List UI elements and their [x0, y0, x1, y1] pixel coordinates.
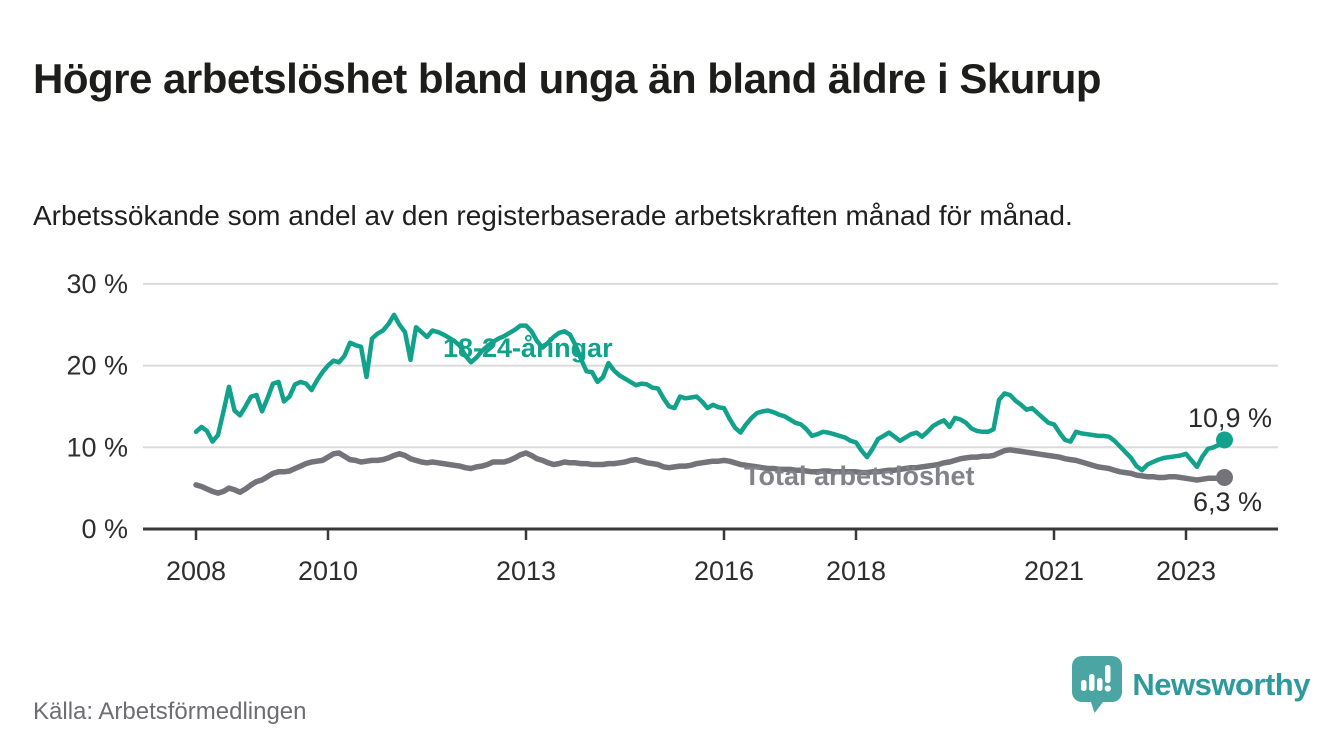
source-credit: Källa: Arbetsförmedlingen	[33, 698, 307, 725]
y-tick-label-10: 10 %	[66, 432, 128, 462]
page-title: Högre arbetslöshet bland unga än bland ä…	[33, 55, 1102, 103]
y-tick-label-30: 30 %	[66, 269, 128, 299]
newsworthy-logo-icon	[1072, 656, 1123, 713]
series-end-dot-youth	[1216, 431, 1233, 449]
bars-exclamation-glyph	[1081, 665, 1112, 692]
x-tick-label-2013: 2013	[496, 556, 556, 586]
x-tick-label-2008: 2008	[166, 556, 226, 586]
x-tick-label-2018: 2018	[826, 556, 886, 586]
chart-series	[193, 312, 1233, 496]
gridlines: 0 % 10 % 20 % 30 %	[66, 269, 1278, 544]
newsworthy-logo[interactable]: Newsworthy	[1072, 655, 1310, 715]
x-tick-label-2021: 2021	[1024, 556, 1084, 586]
youth-end-value-label: 10,9 %	[1188, 403, 1272, 433]
series-line-youth	[193, 312, 1227, 473]
x-tick-label-2023: 2023	[1156, 556, 1216, 586]
newsworthy-wordmark: Newsworthy	[1132, 667, 1310, 702]
youth-series-label: 18-24-åringar	[443, 333, 613, 363]
x-tick-label-2016: 2016	[694, 556, 754, 586]
chart-subtitle: Arbetssökande som andel av den registerb…	[33, 200, 1073, 231]
x-axis: 2008 2010 2013 2016 2018 2021 2023	[143, 527, 1278, 586]
total-series-label: Total arbetslöshet	[744, 461, 975, 491]
y-tick-label-0: 0 %	[81, 514, 128, 544]
total-end-value-label: 6,3 %	[1193, 487, 1262, 517]
x-tick-label-2010: 2010	[298, 556, 358, 586]
series-line-total	[193, 447, 1228, 496]
y-tick-label-20: 20 %	[66, 351, 128, 381]
series-end-dot-total	[1216, 469, 1233, 487]
